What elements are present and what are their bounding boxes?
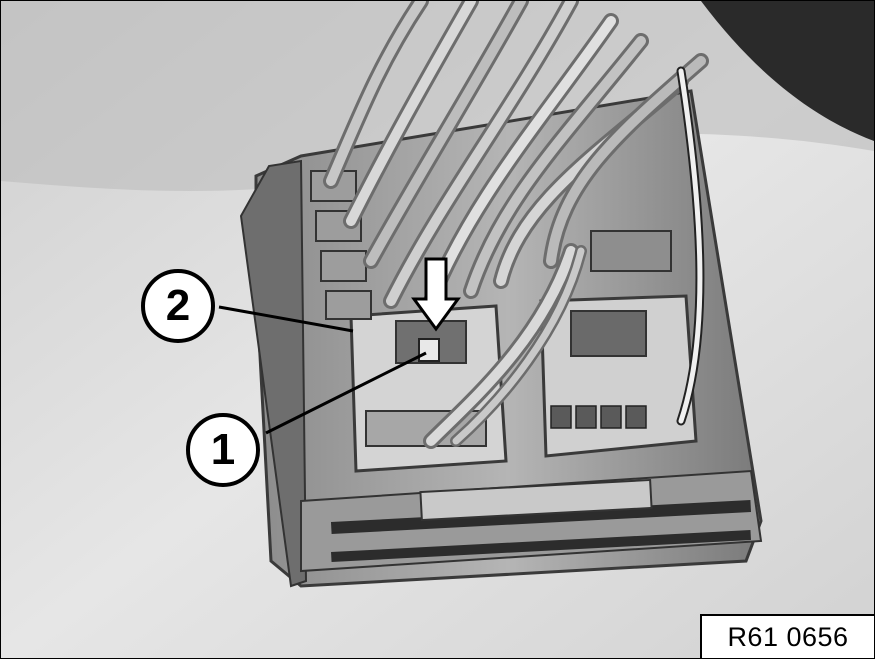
callout-2: 2	[141, 269, 215, 343]
reference-code: R61 0656	[700, 614, 874, 658]
callout-1: 1	[186, 413, 260, 487]
